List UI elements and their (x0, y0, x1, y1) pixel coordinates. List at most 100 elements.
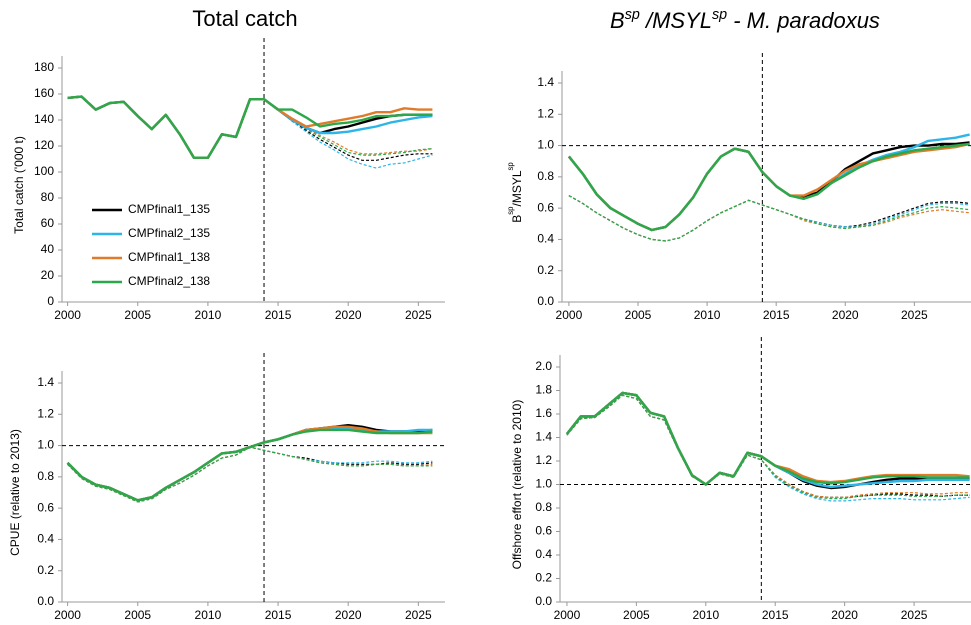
x-tick-label: 2010 (195, 608, 222, 622)
y-tick-label: 0.4 (37, 532, 54, 546)
x-tick-label: 2025 (901, 608, 928, 622)
x-tick-label: 2005 (124, 608, 151, 622)
chart-title-part: /MSYL (640, 8, 712, 33)
y-tick-label: 0.2 (37, 563, 54, 577)
series-line (263, 98, 433, 161)
y-tick-label: 0.6 (37, 500, 54, 514)
x-tick-label: 2005 (623, 608, 650, 622)
series-line (66, 424, 433, 502)
x-tick-label: 2010 (195, 308, 222, 322)
x-tick-label: 2010 (694, 308, 721, 322)
x-tick-label: 2020 (335, 308, 362, 322)
y-tick-label: 60 (41, 216, 55, 230)
x-tick-label: 2025 (901, 308, 928, 322)
legend-label: CMPfinal2_138 (128, 274, 210, 288)
chart-title-part: B (610, 8, 625, 33)
series-line (263, 98, 433, 155)
chart-title: Bsp /MSYLsp - M. paradoxus (610, 7, 880, 33)
series-line (566, 394, 970, 498)
x-tick-label: 2015 (265, 308, 292, 322)
series-line (565, 391, 970, 489)
x-tick-label: 2010 (692, 608, 719, 622)
y-axis-label: CPUE (relative to 2013) (8, 429, 22, 556)
y-tick-label: 140 (34, 112, 54, 126)
x-tick-label: 2005 (625, 308, 652, 322)
series-line (263, 98, 433, 156)
series-line (567, 142, 970, 232)
y-tick-label: 40 (41, 242, 55, 256)
y-tick-label: 0 (47, 294, 54, 308)
x-tick-label: 2025 (405, 608, 432, 622)
chart-title-part: - M. paradoxus (727, 8, 880, 33)
y-tick-label: 1.0 (537, 138, 554, 152)
y-tick-label: 1.4 (37, 375, 54, 389)
y-tick-label: 1.6 (535, 406, 552, 420)
x-tick-label: 2020 (832, 308, 859, 322)
series-line (66, 428, 433, 502)
series-line (567, 142, 970, 232)
series-line (565, 391, 970, 486)
chart-title: Total catch (192, 6, 297, 31)
y-tick-label: 1.0 (37, 438, 54, 452)
x-tick-label: 2015 (762, 608, 789, 622)
y-tick-label: 0.0 (37, 594, 54, 608)
y-tick-label: 0.0 (537, 294, 554, 308)
x-tick-label: 2005 (124, 308, 151, 322)
y-tick-label: 1.4 (537, 75, 554, 89)
series-line (566, 394, 970, 502)
y-tick-label: 120 (34, 138, 54, 152)
x-tick-label: 2000 (54, 608, 81, 622)
x-tick-label: 2015 (265, 608, 292, 622)
y-axis-label: Total catch ('000 t) (12, 136, 26, 234)
y-tick-label: 0.4 (537, 232, 554, 246)
y-axis-label-part: /MSYL (510, 170, 524, 206)
series-line (565, 391, 970, 490)
x-tick-label: 2020 (831, 608, 858, 622)
y-tick-label: 20 (41, 268, 55, 282)
series-line (565, 391, 970, 486)
x-tick-label: 2000 (554, 608, 581, 622)
series-line (67, 95, 433, 159)
y-axis-label-part: sp (506, 162, 515, 171)
y-tick-label: 1.8 (535, 383, 552, 397)
y-axis-label: Bsp/MSYLsp (506, 162, 524, 223)
y-tick-label: 0.4 (535, 547, 552, 561)
chart-title-part: sp (712, 7, 727, 23)
series-line (566, 394, 970, 500)
y-tick-label: 0.8 (535, 500, 552, 514)
legend-label: CMPfinal1_135 (128, 202, 210, 216)
legend-label: CMPfinal1_138 (128, 250, 210, 264)
y-tick-label: 0.0 (535, 594, 552, 608)
x-tick-label: 2000 (54, 308, 81, 322)
legend-label: CMPfinal2_135 (128, 226, 210, 240)
chart-title-part: sp (625, 7, 640, 23)
y-axis-label-part: sp (506, 206, 515, 215)
y-tick-label: 0.6 (537, 200, 554, 214)
y-tick-label: 180 (34, 60, 54, 74)
y-tick-label: 0.8 (37, 469, 54, 483)
series-line (568, 195, 970, 242)
y-tick-label: 0.2 (537, 263, 554, 277)
series-line (567, 141, 970, 232)
series-line (67, 95, 433, 159)
x-tick-label: 2020 (335, 608, 362, 622)
y-tick-label: 1.2 (535, 453, 552, 467)
y-tick-label: 1.2 (537, 106, 554, 120)
y-tick-label: 1.2 (37, 406, 54, 420)
y-axis-label-part: B (510, 215, 524, 223)
x-tick-label: 2015 (763, 308, 790, 322)
x-tick-label: 2025 (405, 308, 432, 322)
y-tick-label: 160 (34, 86, 54, 100)
x-tick-label: 2000 (556, 308, 583, 322)
y-axis-label: Offshore effort (relative to 2010) (510, 400, 524, 570)
y-tick-label: 1.4 (535, 430, 552, 444)
y-tick-label: 1.0 (535, 477, 552, 491)
y-tick-label: 2.0 (535, 359, 552, 373)
y-tick-label: 100 (34, 164, 54, 178)
y-tick-label: 80 (41, 190, 55, 204)
y-tick-label: 0.8 (537, 169, 554, 183)
y-tick-label: 0.6 (535, 524, 552, 538)
y-tick-label: 0.2 (535, 571, 552, 585)
series-line (566, 394, 970, 498)
